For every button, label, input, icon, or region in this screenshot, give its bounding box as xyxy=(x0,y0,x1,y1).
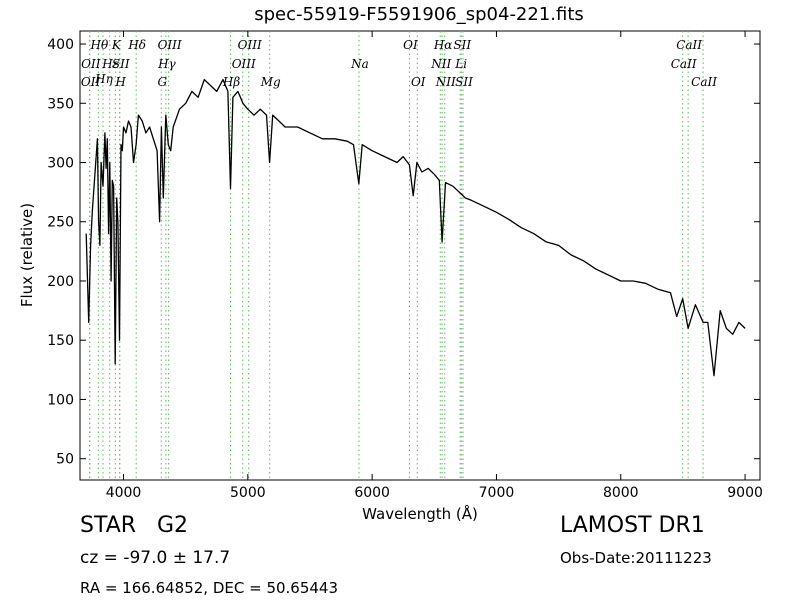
y-tick-label-2: 150 xyxy=(47,333,74,349)
redshift-readout: cz = -97.0 ± 17.7 xyxy=(80,548,231,568)
y-tick-label-6: 350 xyxy=(47,96,74,112)
line-label-24: SII xyxy=(455,75,473,89)
plot-frame xyxy=(79,30,761,481)
line-label-19: NII xyxy=(430,57,451,71)
line-label-26: CaII xyxy=(676,38,702,52)
object-subclass: G2 xyxy=(157,513,189,538)
coordinates: RA = 166.64852, DEC = 50.65443 xyxy=(80,579,339,597)
chart-title: spec-55919-F5591906_sp04-221.fits xyxy=(254,4,584,25)
line-label-17: OI xyxy=(403,38,418,52)
line-label-18: OI xyxy=(411,75,426,89)
line-label-9: G xyxy=(158,75,168,89)
line-label-12: Hβ xyxy=(222,75,240,89)
y-tick-label-1: 100 xyxy=(47,392,74,408)
line-label-13: OIII xyxy=(232,57,256,71)
line-label-16: Na xyxy=(350,57,369,71)
line-label-23: Li xyxy=(454,57,467,71)
line-label-8: Hδ xyxy=(127,38,146,52)
line-label-2: Hθ xyxy=(90,38,109,52)
line-label-10: Hγ xyxy=(157,57,176,71)
x-tick-label-2: 6000 xyxy=(354,485,390,501)
line-label-11: OIII xyxy=(158,38,182,52)
obs-date: Obs-Date:20111223 xyxy=(560,549,712,567)
line-label-1: OII xyxy=(81,57,101,71)
line-label-6: K xyxy=(111,38,122,52)
x-tick-label-4: 8000 xyxy=(603,485,639,501)
line-label-0: OII xyxy=(81,75,101,89)
line-label-4: Hε xyxy=(101,57,119,71)
x-tick-label-0: 4000 xyxy=(106,485,142,501)
line-label-27: CaII xyxy=(691,75,717,89)
line-label-5: SII xyxy=(112,57,130,71)
y-tick-label-4: 250 xyxy=(47,215,74,231)
line-label-22: SII xyxy=(453,38,471,52)
line-label-25: CaII xyxy=(671,57,697,71)
x-tick-label-5: 9000 xyxy=(727,485,763,501)
line-label-7: H xyxy=(114,75,126,89)
line-label-3: Hη xyxy=(94,72,113,86)
y-tick-label-5: 300 xyxy=(47,156,74,172)
object-class: STAR xyxy=(80,513,137,538)
line-label-15: Mg xyxy=(260,75,281,89)
line-label-21: NII xyxy=(435,75,456,89)
y-tick-label-3: 200 xyxy=(47,274,74,290)
x-axis-label: Wavelength (Å) xyxy=(362,505,478,523)
spectrum-line xyxy=(85,78,746,377)
y-tick-label-7: 400 xyxy=(47,37,74,53)
y-tick-label-0: 50 xyxy=(56,452,74,468)
x-tick-label-1: 5000 xyxy=(230,485,266,501)
line-label-20: Hα xyxy=(433,38,453,52)
survey-name: LAMOST DR1 xyxy=(560,513,705,538)
x-tick-label-3: 7000 xyxy=(479,485,515,501)
line-label-14: OIII xyxy=(238,38,262,52)
